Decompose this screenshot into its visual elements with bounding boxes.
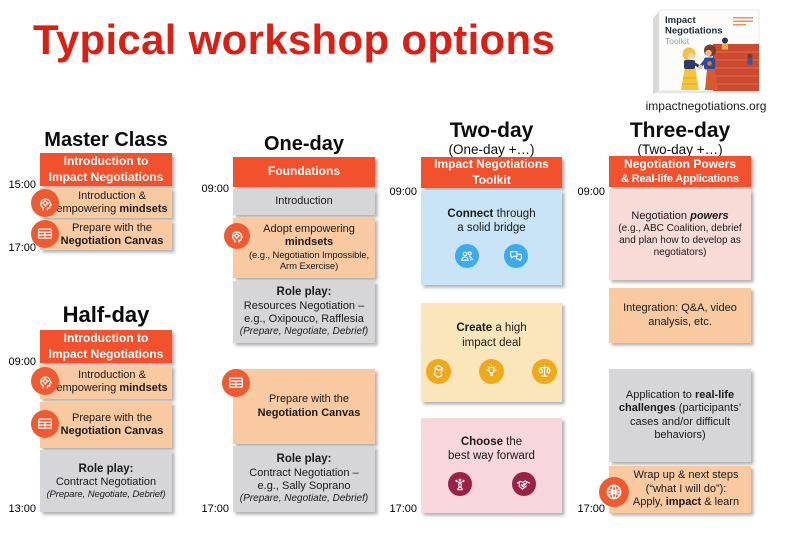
time-label-three-day-end: 17:00 — [577, 503, 605, 515]
canvas-icon — [31, 220, 59, 248]
column-subheading-two-day: (One-day +…) — [448, 142, 535, 157]
column-heading-two-day: Two-day — [449, 119, 534, 142]
connect-icons — [455, 244, 528, 269]
master-class-canvas-box: Prepare with the Negotiation Canvas — [40, 220, 172, 250]
lightbulb-icon — [479, 358, 504, 384]
book-cover-illustration: Impact Negotiations Toolkit — [653, 9, 760, 94]
master-class-mindsets-box: Introduction & empowering mindsets — [40, 188, 172, 218]
time-label-one-day-start: 09:00 — [201, 183, 229, 195]
website-caption: impactnegotiations.org — [645, 99, 767, 113]
two-day-header-box: Impact Negotiations Toolkit — [421, 157, 562, 188]
one-day-header-box: Foundations — [233, 157, 375, 187]
one-day-mindsets-box: Adopt empowering mindsets (e.g., Negotia… — [233, 218, 375, 278]
two-day-create-box: Create a high impact deal — [421, 303, 562, 402]
three-day-powers-box: Negotiation powers (e.g., ABC Coalition,… — [609, 189, 751, 280]
canvas-icon — [31, 410, 59, 438]
time-label-half-day-start: 09:00 — [8, 356, 36, 368]
column-heading-master-class: Master Class — [44, 129, 168, 151]
master-class-header-box: Introduction to Impact Negotiations — [40, 153, 172, 186]
three-day-integration-box: Integration: Q&A, video analysis, etc. — [609, 288, 751, 343]
time-label-two-day-end: 17:00 — [389, 503, 417, 515]
canvas-icon — [222, 369, 250, 397]
half-day-mindsets-box: Introduction & empowering mindsets — [40, 365, 172, 399]
three-day-application-box: Application to real-life challenges (par… — [609, 369, 751, 462]
one-day-roleplay-contract-box: Role play: Contract Negotiation – e.g., … — [233, 446, 375, 512]
chat-bubbles-icon — [504, 244, 528, 269]
choose-icons — [447, 472, 536, 497]
two-day-connect-box: Connect through a solid bridge — [421, 190, 562, 285]
person-choices-icon — [447, 472, 472, 497]
svg-text:Impact: Impact — [665, 15, 696, 26]
half-day-roleplay-box: Role play: Contract Negotiation (Prepare… — [40, 450, 172, 512]
people-icon — [455, 244, 479, 269]
svg-text:Negotiations: Negotiations — [665, 26, 723, 37]
column-heading-one-day: One-day — [263, 133, 345, 155]
toolkit-book-image: Impact Negotiations Toolkit — [633, 4, 779, 96]
one-day-canvas-box: Prepare with the Negotiation Canvas — [233, 369, 375, 444]
mindset-icon — [224, 223, 250, 249]
half-day-header-box: Introduction to Impact Negotiations — [40, 330, 172, 363]
three-day-wrapup-box: Wrap up & next steps (“what I will do”):… — [609, 466, 751, 513]
page-title: Typical workshop options — [33, 16, 556, 63]
time-label-master-class-end: 17:00 — [8, 242, 36, 254]
time-label-two-day-start: 09:00 — [389, 186, 417, 198]
mindset-icon — [31, 189, 59, 217]
three-day-header-box: Negotiation Powers & Real-life Applicati… — [609, 156, 751, 187]
time-label-master-class-start: 15:00 — [8, 179, 36, 191]
column-heading-half-day: Half-day — [62, 302, 150, 327]
two-day-choose-box: Choose the best way forward — [421, 418, 562, 513]
iceberg-icon — [426, 358, 451, 384]
time-label-three-day-start: 09:00 — [577, 186, 605, 198]
column-heading-three-day: Three-day — [629, 119, 731, 142]
handshake-icon — [511, 472, 536, 497]
column-subheading-three-day: (Two-day +…) — [637, 142, 723, 157]
time-label-one-day-end: 17:00 — [201, 503, 229, 515]
svg-text:Toolkit: Toolkit — [665, 36, 690, 46]
one-day-introduction-box: Introduction — [233, 189, 375, 215]
globe-icon — [599, 477, 629, 507]
one-day-roleplay-resources-box: Role play: Resources Negotiation – e.g.,… — [233, 281, 375, 343]
balance-scales-icon — [532, 358, 557, 384]
create-icons — [426, 358, 557, 384]
mindset-icon — [31, 367, 59, 395]
half-day-canvas-box: Prepare with the Negotiation Canvas — [40, 402, 172, 448]
time-label-half-day-end: 13:00 — [8, 503, 36, 515]
